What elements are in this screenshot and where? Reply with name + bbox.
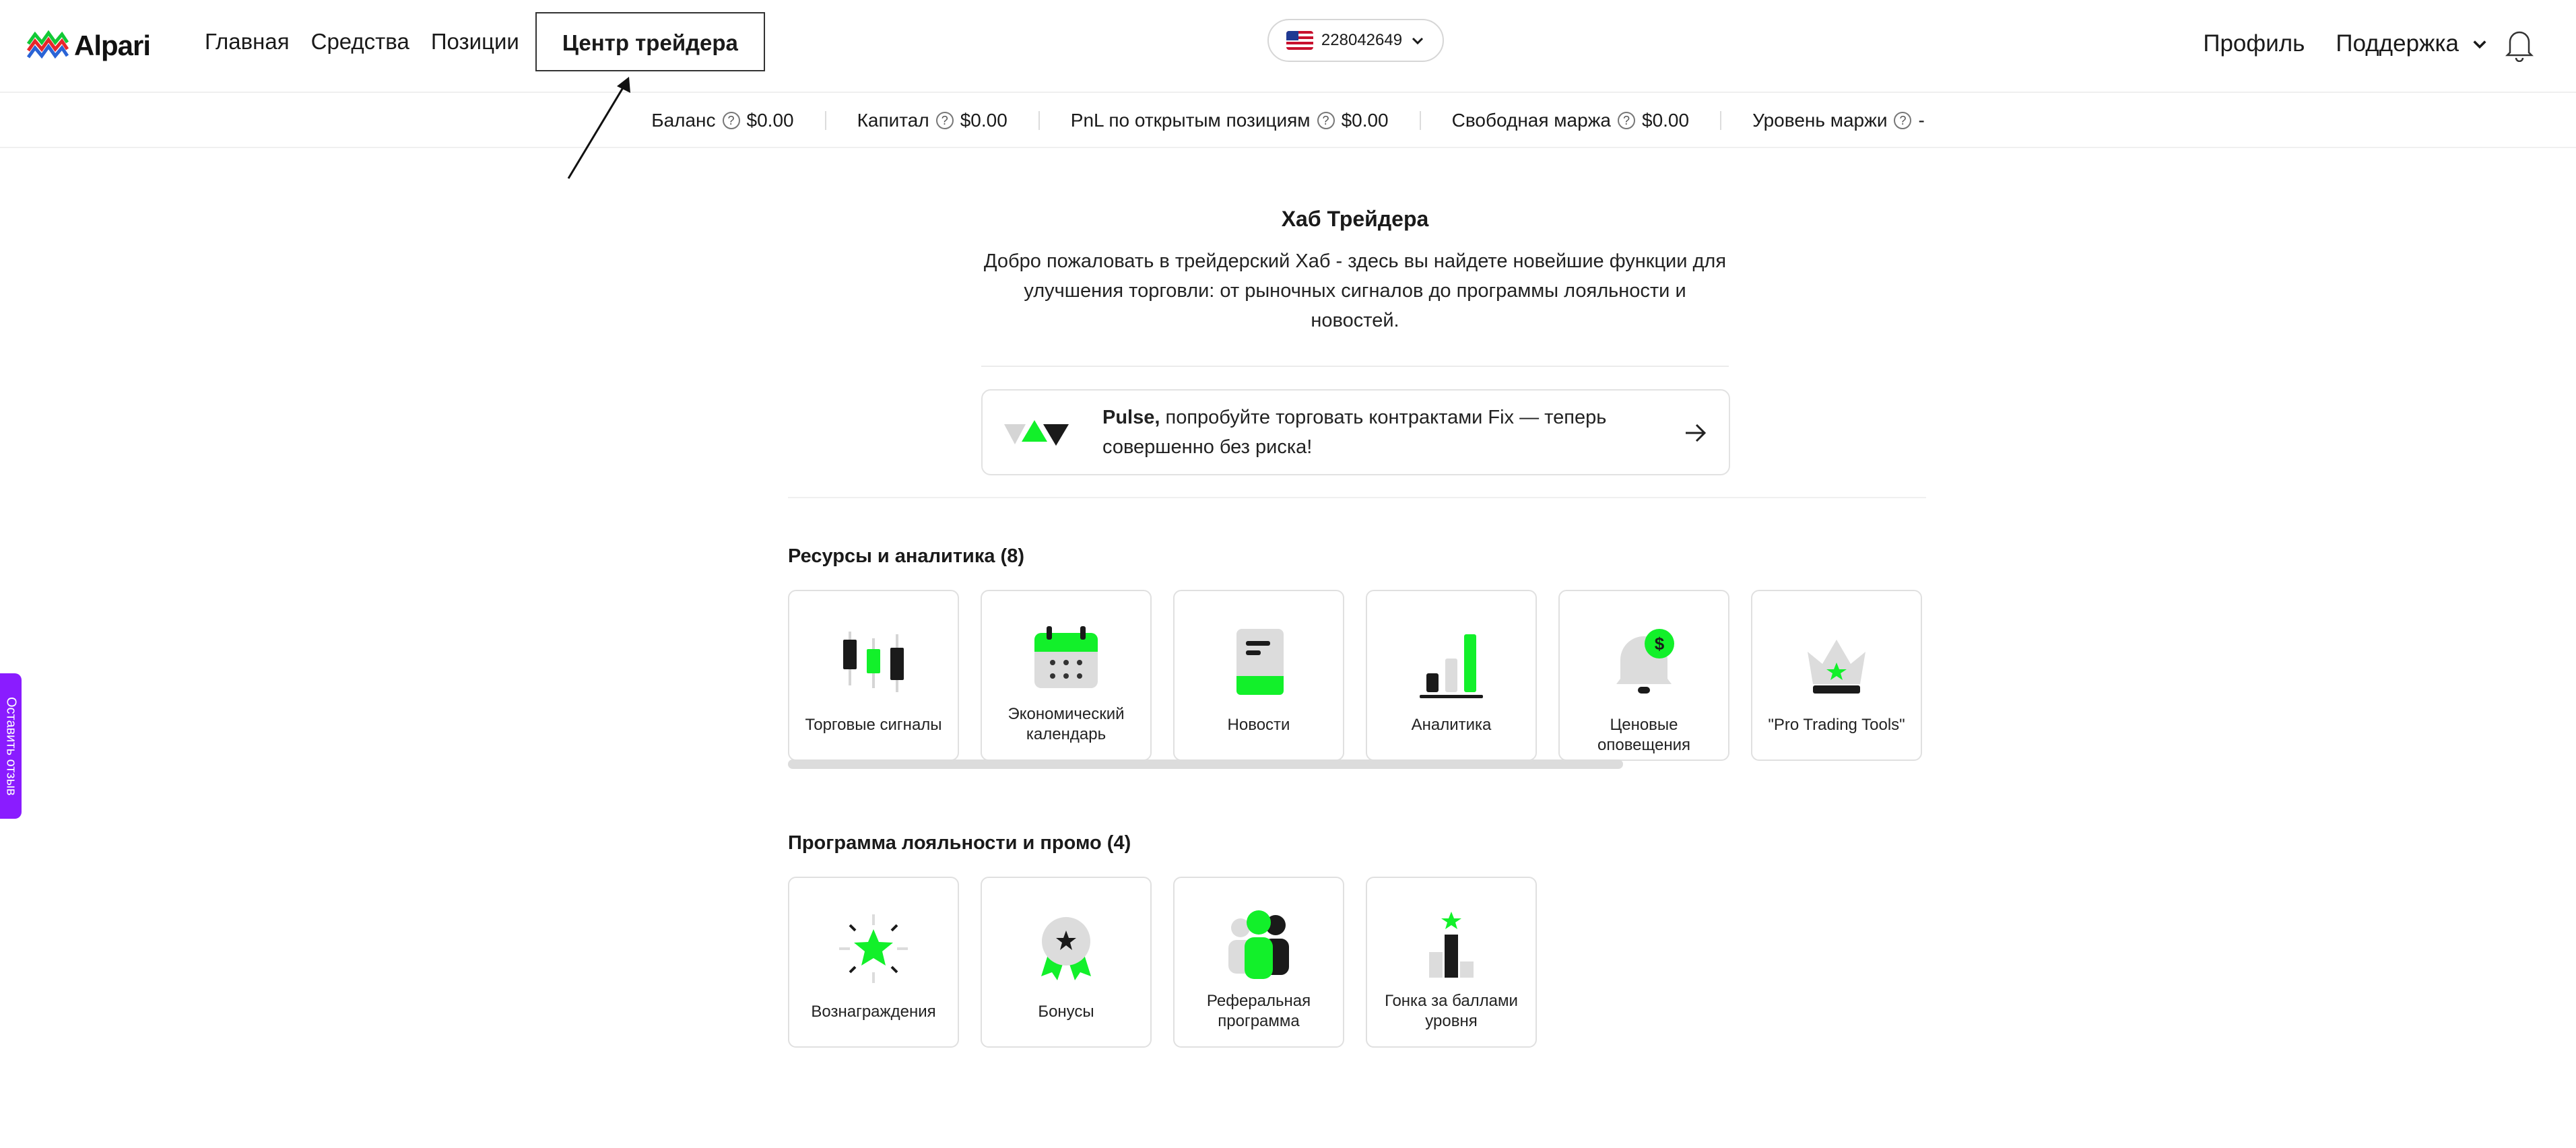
card-label: Вознаграждения <box>811 1003 936 1021</box>
resources-title: Ресурсы и аналитика (8) <box>788 545 1024 567</box>
news-icon <box>1236 629 1284 695</box>
card-label: Торговые сигналы <box>805 716 942 734</box>
card-referral-program[interactable]: Реферальная программа <box>1173 877 1344 1048</box>
pulse-triangles-icon <box>1004 420 1069 446</box>
nav-home[interactable]: Главная <box>205 29 290 54</box>
stat-label: Баланс <box>651 110 716 131</box>
podium-icon <box>1429 912 1474 978</box>
bell-icon[interactable] <box>2503 27 2536 62</box>
account-id: 228042649 <box>1321 31 1403 49</box>
feedback-side-tab[interactable]: Оставить отзыв <box>0 673 22 819</box>
nav-trader-center[interactable]: Центр трейдера <box>535 12 765 71</box>
stat-pnl: PnL по открытым позициям ? $0.00 <box>1040 110 1421 131</box>
stat-label: Капитал <box>857 110 929 131</box>
stat-margin-level: Уровень маржи ? - <box>1721 110 1956 131</box>
account-stats-bar: Баланс ? $0.00 Капитал ? $0.00 PnL по от… <box>0 94 2576 148</box>
people-icon <box>1228 910 1289 979</box>
pulse-text: Pulse, попробуйте торговать контрактами … <box>1102 403 1628 462</box>
card-bonuses[interactable]: Бонусы <box>981 877 1152 1048</box>
card-label: Бонусы <box>1038 1003 1094 1021</box>
calendar-icon <box>1034 626 1098 688</box>
stat-value: - <box>1918 110 1925 131</box>
stat-value: $0.00 <box>1341 110 1389 131</box>
logo-text: Alpari <box>74 30 151 61</box>
card-price-alerts[interactable]: $ Ценовые оповещения <box>1558 590 1729 761</box>
stat-balance: Баланс ? $0.00 <box>620 110 826 131</box>
hub-description: Добро пожаловать в трейдерский Хаб - зде… <box>983 250 1727 331</box>
stat-label: Свободная маржа <box>1451 110 1611 131</box>
svg-text:$: $ <box>1655 634 1665 654</box>
loyalty-title: Программа лояльности и промо (4) <box>788 832 1131 854</box>
star-burst-icon <box>839 914 908 983</box>
card-news[interactable]: Новости <box>1173 590 1344 761</box>
stat-free-margin: Свободная маржа ? $0.00 <box>1421 110 1722 131</box>
stat-label: Уровень маржи <box>1752 110 1888 131</box>
horizontal-scrollbar[interactable] <box>788 759 1623 769</box>
chevron-down-icon <box>2473 40 2486 49</box>
main-nav: Главная Средства Позиции Центр трейдера <box>194 12 765 71</box>
crown-icon <box>1808 640 1865 694</box>
alpari-logo[interactable]: Alpari <box>27 24 151 67</box>
stat-value: $0.00 <box>746 110 794 131</box>
resources-cards: Торговые сигналы Экономический календарь <box>788 590 1922 761</box>
pulse-body: попробуйте торговать контрактами Fix — т… <box>1102 407 1607 458</box>
card-pro-trading-tools[interactable]: "Pro Trading Tools" <box>1751 590 1922 761</box>
alert-bell-icon: $ <box>1616 629 1674 694</box>
nav-positions[interactable]: Позиции <box>430 29 519 54</box>
alpari-logo-icon <box>27 30 69 59</box>
divider <box>788 497 1926 498</box>
chevron-down-icon <box>1412 37 1424 45</box>
profile-label: Профиль <box>2203 30 2305 57</box>
pulse-banner[interactable]: Pulse, попробуйте торговать контрактами … <box>981 389 1730 475</box>
help-icon[interactable]: ? <box>935 112 954 129</box>
arrow-right-icon <box>1686 424 1707 442</box>
us-flag-icon <box>1286 31 1313 50</box>
help-icon[interactable]: ? <box>1317 112 1335 129</box>
card-label: Реферальная программа <box>1206 992 1311 1030</box>
support-label: Поддержка <box>2336 30 2459 57</box>
card-label: Аналитика <box>1411 716 1492 734</box>
card-rewards[interactable]: Вознаграждения <box>788 877 959 1048</box>
account-selector[interactable]: 228042649 <box>1267 19 1444 62</box>
divider <box>981 366 1729 367</box>
hub-title: Хаб Трейдера <box>1281 207 1429 231</box>
annotation-arrow-icon <box>567 77 630 179</box>
card-label: Ценовые оповещения <box>1597 716 1690 754</box>
support-dropdown[interactable]: Поддержка <box>2336 30 2488 57</box>
card-economic-calendar[interactable]: Экономический календарь <box>981 590 1152 761</box>
stat-value: $0.00 <box>960 110 1008 131</box>
nav-assets[interactable]: Средства <box>310 29 409 54</box>
help-icon[interactable]: ? <box>1618 112 1635 129</box>
medal-icon <box>1041 917 1091 980</box>
card-label: Экономический календарь <box>1008 705 1125 743</box>
card-level-points-race[interactable]: Гонка за баллами уровня <box>1366 877 1537 1048</box>
help-icon[interactable]: ? <box>722 112 740 129</box>
card-label: "Pro Trading Tools" <box>1768 716 1905 734</box>
card-label: Гонка за баллами уровня <box>1385 992 1518 1030</box>
top-header: Alpari Главная Средства Позиции Центр тр… <box>0 0 2576 93</box>
bar-chart-icon <box>1420 634 1483 698</box>
help-icon[interactable]: ? <box>1894 112 1912 129</box>
card-label: Новости <box>1227 716 1290 734</box>
pulse-bold: Pulse, <box>1102 407 1160 428</box>
right-nav: Профиль Поддержка <box>2203 20 2488 67</box>
loyalty-cards: Вознаграждения Бонусы Реферальная програ… <box>788 877 1537 1048</box>
stat-equity: Капитал ? $0.00 <box>826 110 1040 131</box>
feedback-label: Оставить отзыв <box>3 696 19 796</box>
card-analytics[interactable]: Аналитика <box>1366 590 1537 761</box>
stat-value: $0.00 <box>1642 110 1690 131</box>
stat-label: PnL по открытым позициям <box>1070 110 1311 131</box>
candlestick-icon <box>843 632 904 692</box>
card-trading-signals[interactable]: Торговые сигналы <box>788 590 959 761</box>
profile-link[interactable]: Профиль <box>2203 30 2305 57</box>
